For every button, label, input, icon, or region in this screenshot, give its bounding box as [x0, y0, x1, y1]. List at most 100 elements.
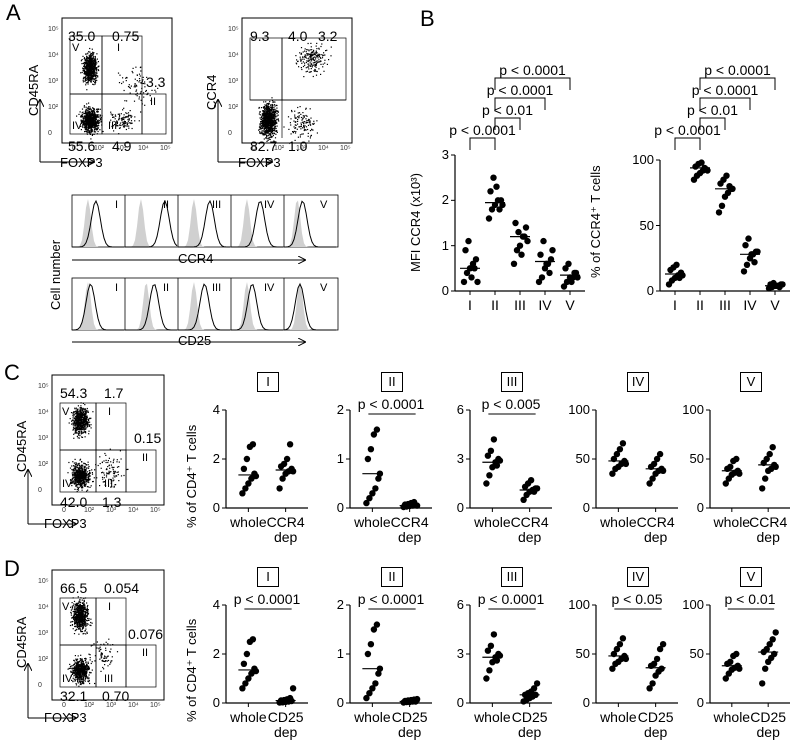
flow-event [73, 433, 75, 435]
flow-event [83, 481, 85, 483]
flow-event [144, 86, 146, 88]
flow-event [274, 101, 276, 103]
flow-event [273, 124, 275, 126]
flow-event [91, 53, 93, 55]
flow-event [89, 73, 91, 75]
flow-event [81, 475, 83, 477]
flow-event [80, 468, 83, 470]
flow-event [324, 62, 326, 64]
flow-event [298, 126, 300, 128]
flow-event [323, 54, 325, 56]
flow-event [274, 108, 276, 110]
flow-event [88, 108, 90, 110]
histogram-trace [72, 199, 124, 248]
flow-event [84, 404, 86, 406]
flow-event [85, 130, 87, 133]
flow-event [90, 78, 92, 80]
flow-event [128, 125, 130, 127]
flow-event [81, 419, 83, 421]
flow-event [96, 110, 98, 112]
flow-event [124, 117, 126, 119]
flow-event [157, 87, 159, 89]
flow-event [88, 127, 90, 129]
flow-event [89, 116, 91, 118]
flow-event [88, 131, 90, 133]
flow-event [91, 74, 93, 77]
flow-event [267, 123, 269, 125]
flow-event [80, 420, 82, 422]
flow-event [71, 624, 73, 626]
flow-event [272, 120, 274, 122]
flow-event [267, 125, 269, 127]
flow-event [69, 467, 72, 469]
flow-event [315, 63, 318, 65]
flow-event [302, 118, 304, 120]
flow-event [78, 482, 80, 484]
flow-event [307, 119, 309, 121]
flow-event [97, 122, 99, 124]
flow-event [274, 105, 276, 107]
flow-event [270, 109, 272, 111]
flow-event [87, 81, 89, 84]
flow-event [113, 466, 115, 468]
flow-event [274, 110, 276, 112]
flow-event [116, 471, 118, 473]
flow-event [86, 486, 88, 488]
flow-event [84, 605, 86, 607]
flow-event [73, 617, 75, 619]
flow-event [117, 72, 120, 74]
flow-event [308, 140, 310, 142]
flow-event [140, 82, 142, 84]
flow-event [76, 607, 78, 609]
flow-event [76, 626, 78, 629]
flow-event [86, 464, 88, 466]
flow-event [121, 118, 123, 120]
flow-event [87, 69, 89, 71]
flow-event [91, 79, 93, 81]
flow-event [90, 417, 92, 419]
flow-event [125, 112, 127, 114]
flow-event [72, 482, 75, 484]
flow-event [271, 106, 273, 108]
flow-event [95, 127, 97, 129]
flow-event [265, 123, 267, 125]
flow-event [263, 138, 265, 140]
flow-event [82, 120, 84, 122]
flow-event [85, 419, 87, 421]
flow-event [267, 124, 269, 126]
flow-event [86, 623, 88, 625]
flow-event [269, 110, 272, 112]
flow-event [94, 114, 96, 116]
flow-event [302, 57, 304, 59]
flow-event [74, 606, 76, 608]
flow-event [87, 480, 90, 482]
flow-event [269, 118, 271, 120]
flow-event [82, 616, 84, 618]
flow-event [310, 71, 312, 73]
flow-event [109, 471, 111, 474]
flow-event [112, 113, 114, 116]
flow-event [95, 116, 97, 118]
flow-event [87, 78, 89, 80]
flow-event [270, 136, 272, 139]
flow-event [85, 633, 87, 635]
flow-event [74, 482, 76, 484]
flow-event [128, 119, 130, 121]
flow-event [270, 120, 273, 122]
flow-event [97, 61, 99, 63]
flow-event [97, 119, 99, 121]
flow-event [309, 108, 311, 110]
histogram-control [231, 199, 284, 247]
flow-event [86, 58, 89, 60]
flow-event [290, 118, 292, 120]
flow-event [83, 427, 85, 429]
flow-event [310, 124, 312, 126]
flow-event [323, 52, 325, 54]
flow-event [73, 422, 75, 424]
flow-event [304, 56, 306, 58]
flow-event [77, 602, 79, 604]
flow-event [90, 624, 92, 627]
flow-event [78, 413, 80, 415]
flow-event [71, 479, 74, 481]
flow-event [91, 472, 93, 474]
